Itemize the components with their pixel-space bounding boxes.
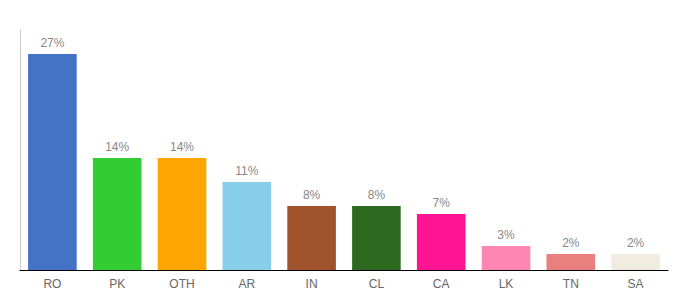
- svg-text:LK: LK: [499, 277, 514, 291]
- svg-text:IN: IN: [306, 277, 318, 291]
- svg-text:TN: TN: [563, 277, 579, 291]
- svg-text:2%: 2%: [562, 236, 580, 250]
- svg-text:CL: CL: [369, 277, 385, 291]
- svg-text:AR: AR: [238, 277, 255, 291]
- svg-text:OTH: OTH: [169, 277, 194, 291]
- svg-text:SA: SA: [628, 277, 644, 291]
- svg-text:8%: 8%: [368, 188, 386, 202]
- svg-text:RO: RO: [43, 277, 61, 291]
- svg-text:14%: 14%: [105, 140, 129, 154]
- svg-text:14%: 14%: [170, 140, 194, 154]
- svg-text:3%: 3%: [497, 228, 515, 242]
- svg-text:8%: 8%: [303, 188, 321, 202]
- svg-text:27%: 27%: [40, 36, 64, 50]
- svg-text:PK: PK: [109, 277, 125, 291]
- svg-text:7%: 7%: [433, 196, 451, 210]
- svg-text:CA: CA: [433, 277, 450, 291]
- svg-text:11%: 11%: [235, 164, 258, 178]
- svg-text:2%: 2%: [627, 236, 645, 250]
